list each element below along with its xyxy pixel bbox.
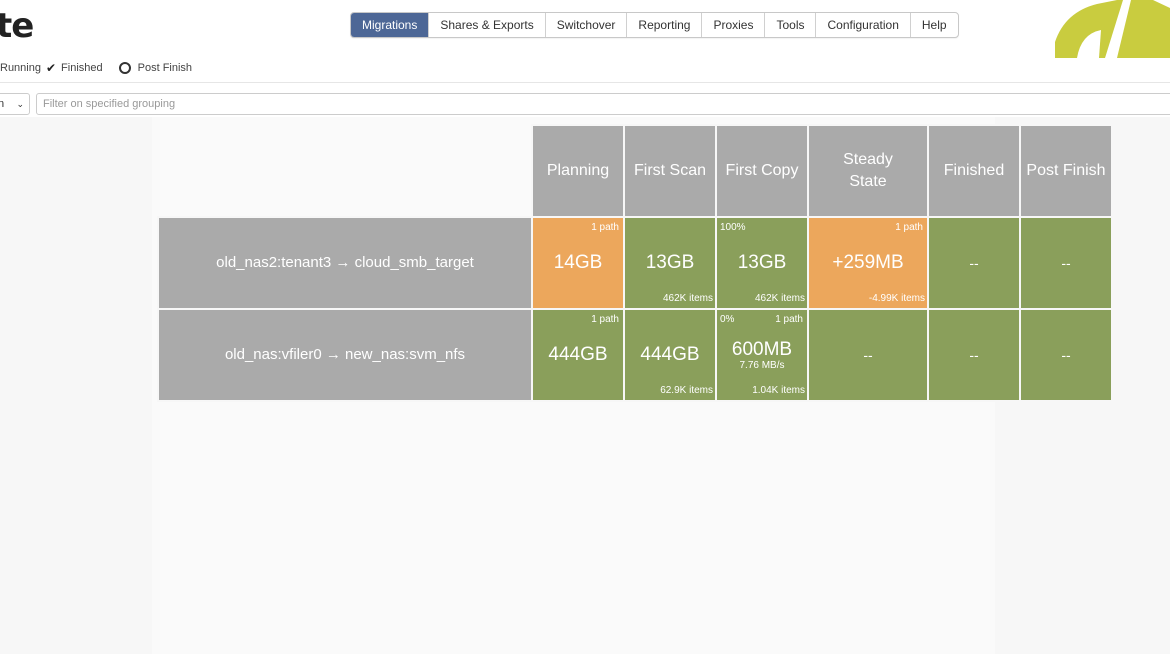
cell-progress: 0% xyxy=(720,314,735,325)
cell-post-finish[interactable]: -- xyxy=(1019,216,1113,310)
cell-throughput: 7.76 MB/s xyxy=(739,360,785,371)
cell-value: -- xyxy=(1061,255,1071,271)
cell-first-scan[interactable]: 444GB 62.9K items xyxy=(623,308,717,402)
main-nav: Migrations Shares & Exports Switchover R… xyxy=(350,12,959,38)
filter-post-finish-label: Post Finish xyxy=(137,62,193,74)
cell-item-count: 62.9K items xyxy=(660,385,713,396)
cell-post-finish[interactable]: -- xyxy=(1019,308,1113,402)
filter-running-label: Running xyxy=(0,62,41,74)
tab-shares-exports[interactable]: Shares & Exports xyxy=(429,13,546,37)
filter-finished[interactable]: ✔ Finished xyxy=(46,61,103,75)
cell-value: +259MB xyxy=(832,252,904,273)
cell-path-count: 1 path xyxy=(591,314,619,325)
cell-value: -- xyxy=(1061,347,1071,363)
cell-progress: 100% xyxy=(720,222,746,233)
column-header-planning: Planning xyxy=(531,124,625,218)
cell-value: -- xyxy=(969,255,979,271)
grouping-select-value: n xyxy=(0,98,5,110)
column-header-finished: Finished xyxy=(927,124,1021,218)
cell-item-count: 462K items xyxy=(754,293,805,304)
cell-value: 14GB xyxy=(553,252,603,273)
cell-path-count: 1 path xyxy=(591,222,619,233)
cell-value: -- xyxy=(969,347,979,363)
cell-planning[interactable]: 1 path 444GB xyxy=(531,308,625,402)
cell-item-count: 462K items xyxy=(662,293,713,304)
cell-path-count: 1 path xyxy=(775,314,803,325)
migration-matrix: Planning First Scan First Copy Steady St… xyxy=(157,124,1113,402)
header-divider xyxy=(0,82,1170,83)
filter-finished-label: Finished xyxy=(61,62,103,74)
cell-steady-state[interactable]: -- xyxy=(807,308,929,402)
cell-path-count: 1 path xyxy=(895,222,923,233)
cell-value: 13GB xyxy=(737,252,787,273)
matrix-corner xyxy=(158,125,532,217)
lifebuoy-icon xyxy=(118,62,131,74)
row-header-migration[interactable]: old_nas:vfiler0 → new_nas:svm_nfs xyxy=(157,308,533,402)
tab-migrations[interactable]: Migrations xyxy=(351,13,430,37)
cell-first-copy[interactable]: 100% 13GB 462K items xyxy=(715,216,809,310)
column-header-first-copy: First Copy xyxy=(715,124,809,218)
tab-reporting[interactable]: Reporting xyxy=(627,13,703,37)
column-header-steady-state: Steady State xyxy=(807,124,929,218)
table-row: old_nas:vfiler0 → new_nas:svm_nfs 1 path… xyxy=(157,308,1113,402)
grouping-filter-input[interactable] xyxy=(36,93,1170,115)
tab-help[interactable]: Help xyxy=(921,18,947,32)
filter-running[interactable]: Running xyxy=(0,62,41,74)
cell-value: 444GB xyxy=(640,344,700,365)
tab-proxies[interactable]: Proxies xyxy=(702,13,766,37)
grouping-select[interactable]: n ⌄ xyxy=(0,93,30,115)
cell-finished[interactable]: -- xyxy=(927,308,1021,402)
cell-first-scan[interactable]: 13GB 462K items xyxy=(623,216,717,310)
cell-first-copy[interactable]: 0% 1 path 600MB 7.76 MB/s 1.04K items xyxy=(715,308,809,402)
cell-value: 600MB xyxy=(731,339,793,360)
cell-value: 13GB xyxy=(645,252,695,273)
matrix-header-row: Planning First Scan First Copy Steady St… xyxy=(158,124,1113,218)
cell-value: 444GB xyxy=(548,344,608,365)
tab-configuration[interactable]: Configuration xyxy=(816,13,911,37)
cell-planning[interactable]: 1 path 14GB xyxy=(531,216,625,310)
cell-steady-state[interactable]: 1 path +259MB -4.99K items xyxy=(807,216,929,310)
filter-post-finish[interactable]: Post Finish xyxy=(118,62,193,74)
app-brand-fragment: te xyxy=(0,6,34,46)
tab-tools[interactable]: Tools xyxy=(765,13,817,37)
column-header-first-scan: First Scan xyxy=(623,124,717,218)
status-filter-bar: Running ✔ Finished Post Finish xyxy=(0,61,208,75)
cell-value: -- xyxy=(863,347,873,363)
checkmark-icon: ✔ xyxy=(45,61,57,75)
chevron-down-icon: ⌄ xyxy=(16,98,24,109)
cell-item-count: 1.04K items xyxy=(752,385,805,396)
company-logo xyxy=(1055,0,1170,58)
cell-item-count: -4.99K items xyxy=(868,293,925,304)
tab-switchover[interactable]: Switchover xyxy=(546,13,628,37)
row-header-migration[interactable]: old_nas2:tenant3 → cloud_smb_target xyxy=(157,216,533,310)
cell-finished[interactable]: -- xyxy=(927,216,1021,310)
table-row: old_nas2:tenant3 → cloud_smb_target 1 pa… xyxy=(157,216,1113,310)
column-header-post-finish: Post Finish xyxy=(1019,124,1113,218)
